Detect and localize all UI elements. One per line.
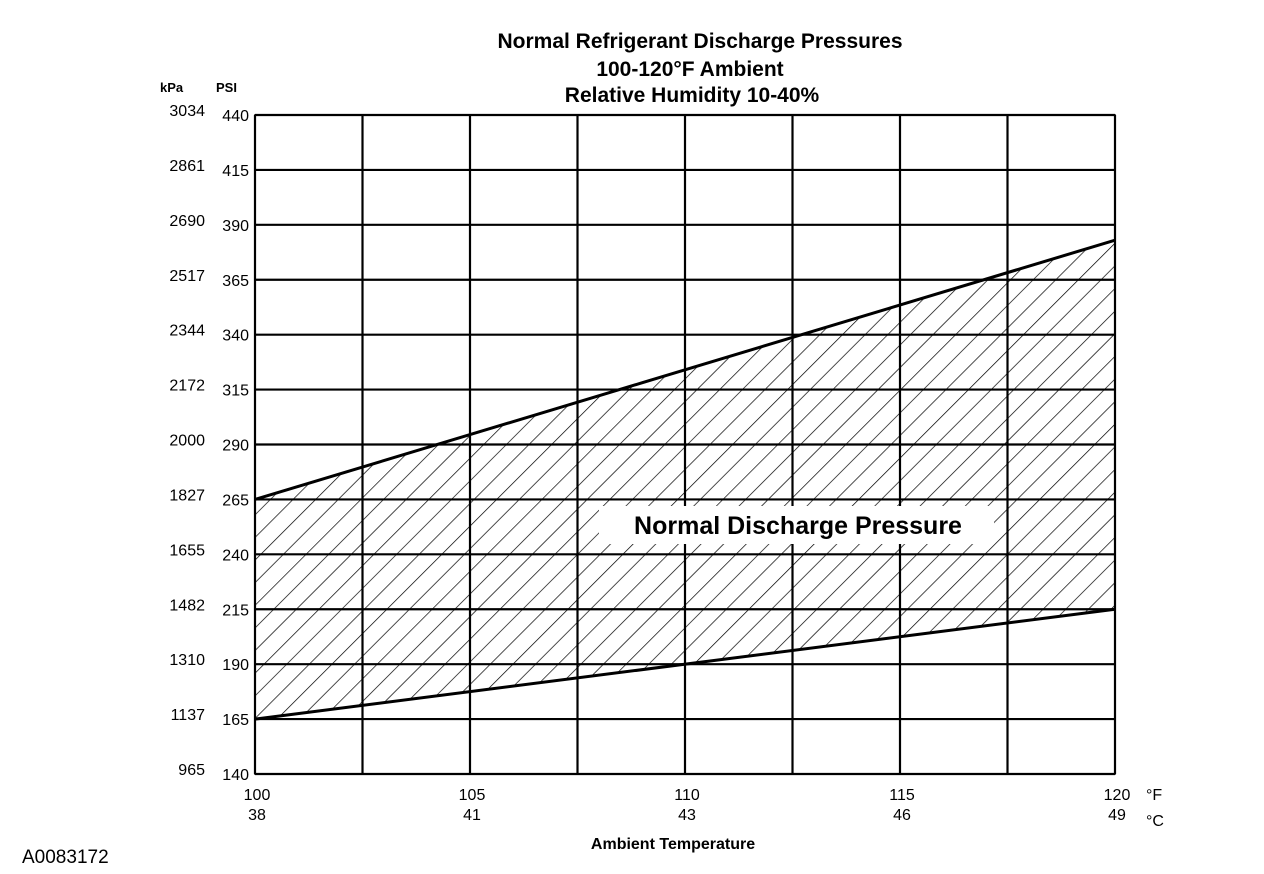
y-tick-label-kpa: 1310	[169, 652, 205, 669]
chart-title-line-3: Relative Humidity 10-40%	[565, 84, 820, 107]
y-tick-label-psi: 190	[222, 657, 249, 674]
y-tick-label-psi: 290	[222, 438, 249, 455]
x-tick-label-c: 38	[248, 807, 266, 824]
x-unit-primary: °F	[1146, 787, 1162, 804]
x-tick-label-c: 49	[1108, 807, 1126, 824]
y-tick-label-kpa: 1482	[169, 597, 205, 614]
y-unit-secondary: kPa	[160, 80, 184, 95]
y-tick-label-kpa: 3034	[169, 103, 205, 120]
y-tick-label-psi: 365	[222, 273, 249, 290]
band-label: Normal Discharge Pressure	[634, 512, 962, 540]
y-tick-label-psi: 315	[222, 383, 249, 400]
x-unit-secondary: °C	[1146, 813, 1164, 830]
y-tick-label-kpa: 2000	[169, 433, 205, 450]
y-tick-label-kpa: 1137	[171, 707, 206, 724]
chart-title-line-1: Normal Refrigerant Discharge Pressures	[498, 30, 903, 53]
x-tick-label-f: 115	[889, 787, 915, 804]
upper-limit-line	[254, 238, 1116, 501]
figure-id: A0083172	[22, 847, 109, 868]
x-tick-label-f: 110	[674, 787, 700, 804]
y-tick-label-psi: 415	[222, 163, 249, 180]
y-tick-labels: 440 3034 415 2861 390 2690 365 2517 340 2344 315 21…	[169, 103, 249, 784]
x-tick-labels: 100 38 105 41 110 43 115 46 120 49	[244, 787, 1131, 824]
y-tick-label-kpa: 2172	[169, 378, 205, 395]
y-tick-label-kpa: 2344	[169, 323, 205, 340]
y-tick-label-kpa: 1655	[169, 542, 205, 559]
plot-frame	[254, 114, 1116, 775]
y-tick-label-psi: 340	[222, 328, 249, 345]
y-tick-label-psi: 265	[222, 492, 249, 509]
y-unit-primary: PSI	[216, 80, 237, 95]
x-tick-label-c: 46	[893, 807, 911, 824]
lower-limit-line	[254, 607, 1116, 721]
x-tick-label-c: 43	[678, 807, 696, 824]
y-tick-label-psi: 165	[222, 712, 249, 729]
x-tick-label-c: 41	[463, 807, 481, 824]
y-tick-label-kpa: 1827	[169, 487, 205, 504]
x-tick-label-f: 105	[459, 787, 486, 804]
y-tick-label-kpa: 2861	[169, 158, 205, 175]
x-tick-label-f: 100	[244, 787, 271, 804]
y-tick-label-psi: 140	[222, 767, 249, 784]
y-tick-label-psi: 215	[222, 602, 249, 619]
band-label-background	[599, 506, 994, 544]
x-axis-title: Ambient Temperature	[591, 836, 755, 853]
x-tick-label-f: 120	[1104, 787, 1131, 804]
y-tick-label-psi: 440	[222, 108, 249, 125]
y-tick-label-kpa: 965	[178, 762, 205, 779]
y-tick-label-kpa: 2690	[169, 213, 205, 230]
y-tick-label-kpa: 2517	[169, 268, 205, 285]
y-tick-label-psi: 390	[222, 218, 249, 235]
y-tick-label-psi: 240	[222, 547, 249, 564]
chart-title-line-2: 100-120°F Ambient	[596, 58, 783, 81]
